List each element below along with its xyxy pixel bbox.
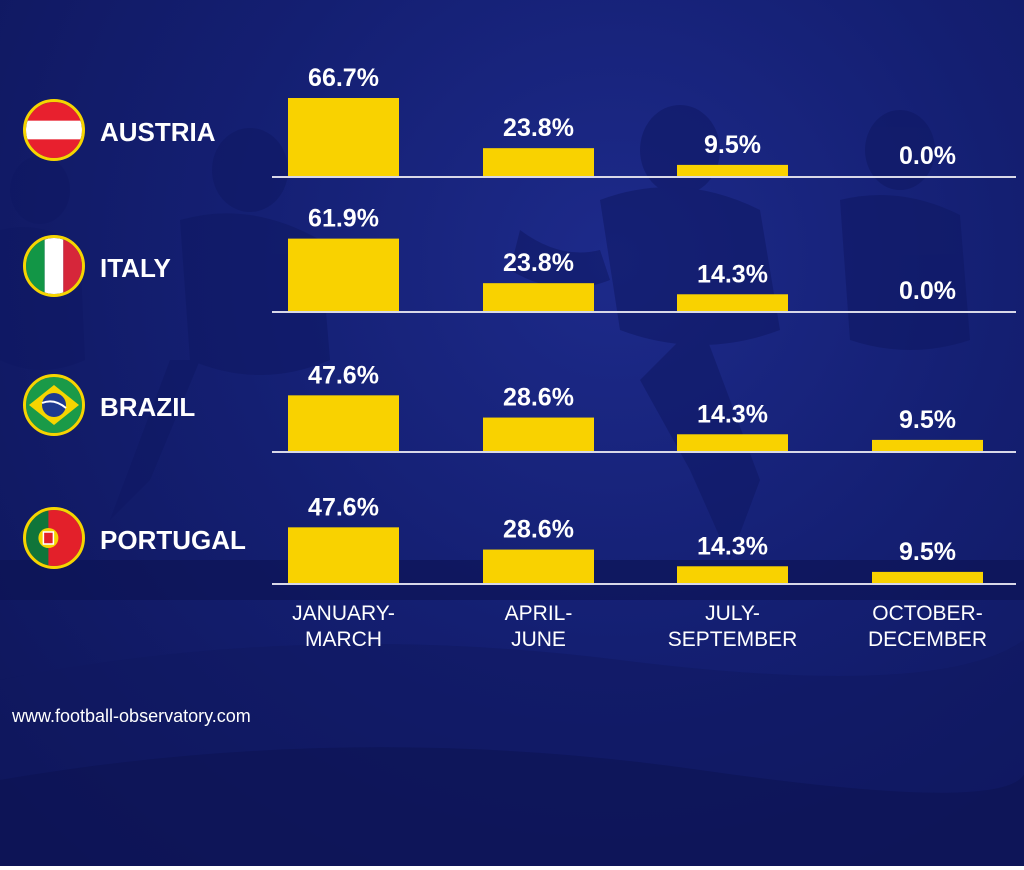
- bar-brazil-1: [288, 395, 399, 451]
- country-row-brazil: BRAZIL 47.6% 28.6% 14.3% 9.5%: [23, 361, 1016, 453]
- bar-brazil-4: [872, 439, 983, 451]
- data-label: 61.9%: [308, 205, 379, 233]
- bar-italy-3: [677, 294, 788, 311]
- bar-brazil-2: [483, 417, 594, 451]
- data-label: 28.6%: [503, 384, 574, 412]
- portugal-flag-icon: [23, 507, 85, 569]
- bar-austria-3: [677, 164, 788, 176]
- country-label: PORTUGAL: [100, 525, 246, 555]
- country-row-austria: AUSTRIA 66.7% 23.8% 9.5% 0.0%: [23, 64, 1016, 178]
- country-label: AUSTRIA: [100, 117, 216, 147]
- category-label: OCTOBER-DECEMBER: [868, 602, 987, 651]
- category-label: JANUARY-MARCH: [292, 602, 395, 651]
- data-label: 14.3%: [697, 532, 768, 560]
- data-label: 23.8%: [503, 249, 574, 277]
- bar-italy-1: [288, 238, 399, 311]
- data-label: 47.6%: [308, 361, 379, 389]
- bar-brazil-3: [677, 434, 788, 451]
- bar-portugal-1: [288, 527, 399, 583]
- data-label: 9.5%: [704, 131, 761, 159]
- source-url: www.football-observatory.com: [12, 706, 251, 726]
- country-label: BRAZIL: [100, 392, 195, 422]
- austria-flag-icon: [23, 99, 85, 161]
- bar-austria-1: [288, 98, 399, 176]
- data-label: 9.5%: [899, 538, 956, 566]
- brazil-flag-icon: [23, 374, 85, 436]
- italy-flag-icon: [23, 235, 85, 297]
- country-row-portugal: PORTUGAL 47.6% 28.6% 14.3% 9.5%: [23, 493, 1016, 585]
- data-label: 9.5%: [899, 406, 956, 434]
- data-label: 23.8%: [503, 114, 574, 142]
- category-label: APRIL-JUNE: [505, 602, 573, 651]
- bar-portugal-2: [483, 549, 594, 583]
- data-label: 66.7%: [308, 64, 379, 92]
- data-label: 14.3%: [697, 260, 768, 288]
- bar-portugal-3: [677, 566, 788, 583]
- bar-italy-2: [483, 283, 594, 311]
- bar-austria-2: [483, 148, 594, 176]
- data-label: 47.6%: [308, 493, 379, 521]
- data-label: 14.3%: [697, 400, 768, 428]
- country-row-italy: ITALY 61.9% 23.8% 14.3% 0.0%: [23, 205, 1016, 313]
- bar-portugal-4: [872, 571, 983, 583]
- data-label: 0.0%: [899, 142, 956, 170]
- data-label: 0.0%: [899, 277, 956, 305]
- country-label: ITALY: [100, 253, 171, 283]
- category-label: JULY-SEPTEMBER: [668, 602, 798, 651]
- data-label: 28.6%: [503, 516, 574, 544]
